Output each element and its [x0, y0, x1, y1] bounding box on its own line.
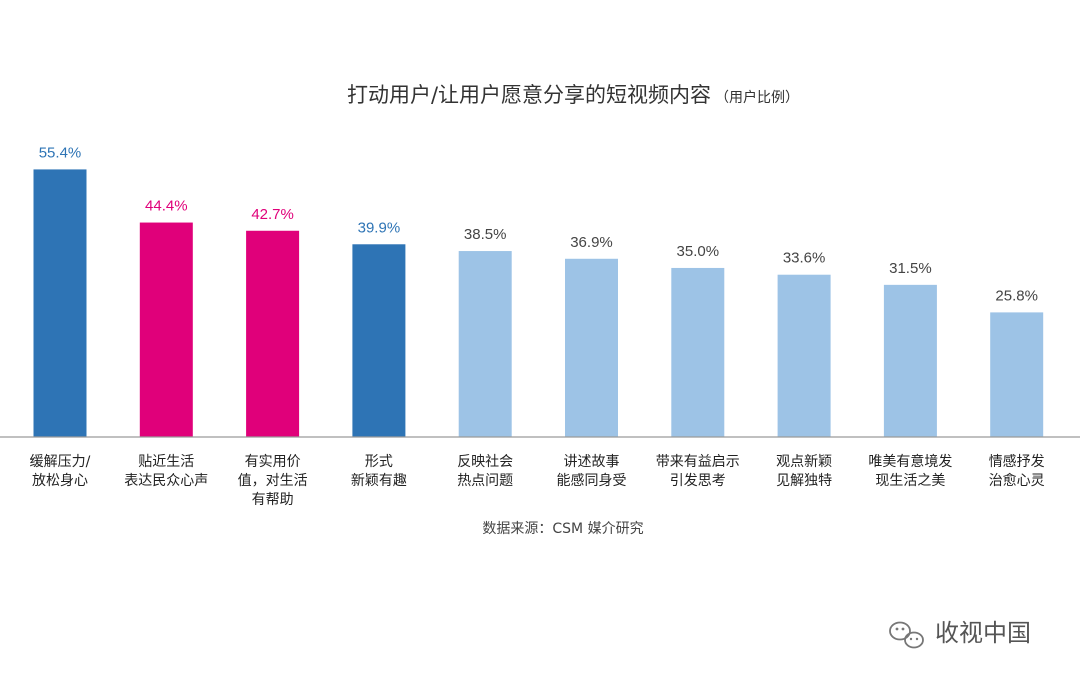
- category-label-line: 反映社会: [457, 454, 513, 470]
- value-label-2: 44.4%: [145, 198, 188, 215]
- value-label-7: 35.0%: [677, 243, 720, 260]
- bar-6: [565, 258, 618, 437]
- value-label-5: 38.5%: [464, 226, 507, 243]
- category-label-9: 唯美有意境发现生活之美: [868, 453, 952, 489]
- category-label-6: 讲述故事能感同身受: [557, 454, 627, 489]
- category-label-line: 治愈心灵: [989, 473, 1045, 489]
- category-label-line: 讲述故事: [564, 454, 620, 470]
- category-label-line: 缓解压力/: [30, 454, 91, 470]
- value-label-8: 33.6%: [783, 250, 826, 267]
- watermark-text: 收视中国: [935, 619, 1031, 647]
- category-label-line: 观点新颖: [776, 454, 832, 470]
- value-label-9: 31.5%: [889, 260, 932, 277]
- category-label-line: 新颖有趣: [351, 473, 407, 489]
- category-label-line: 带来有益启示: [656, 454, 740, 470]
- chart-title-text: 打动用户/让用户愿意分享的短视频内容: [347, 83, 711, 107]
- category-label-line: 形式: [365, 454, 393, 470]
- category-label-line: 热点问题: [457, 473, 513, 489]
- value-label-4: 39.9%: [358, 219, 401, 236]
- category-label-line: 放松身心: [32, 473, 88, 489]
- category-label-3: 有实用价值，对生活有帮助: [238, 454, 308, 508]
- value-label-10: 25.8%: [995, 287, 1038, 304]
- value-label-1: 55.4%: [39, 144, 82, 161]
- category-label-line: 有实用价: [245, 454, 301, 470]
- category-label-10: 情感抒发治愈心灵: [989, 453, 1045, 489]
- bar-10: [990, 312, 1044, 437]
- chart-title: 打动用户/让用户愿意分享的短视频内容 （用户比例）: [347, 83, 799, 107]
- category-label-4: 形式新颖有趣: [351, 454, 407, 489]
- category-label-line: 唯美有意境发: [868, 453, 952, 470]
- category-label-line: 值，对生活: [238, 473, 308, 489]
- category-label-line: 表达民众心声: [124, 473, 208, 489]
- bar-7: [671, 267, 725, 437]
- category-label-2: 贴近生活表达民众心声: [124, 454, 208, 489]
- bar-1: [33, 169, 87, 437]
- category-label-line: 情感抒发: [989, 453, 1045, 470]
- bar-5: [458, 251, 512, 437]
- bar-3: [246, 230, 300, 437]
- category-label-1: 缓解压力/放松身心: [30, 454, 91, 489]
- value-label-3: 42.7%: [251, 206, 294, 223]
- category-labels-group: 缓解压力/放松身心贴近生活表达民众心声有实用价值，对生活有帮助形式新颖有趣反映社…: [30, 453, 1045, 508]
- value-labels-group: 55.4% 44.4% 42.7% 39.9% 38.5% 36.9% 35.0% 33.6%…: [39, 144, 1038, 304]
- category-label-5: 反映社会热点问题: [457, 454, 513, 489]
- category-label-line: 引发思考: [670, 473, 726, 489]
- bar-8: [777, 274, 831, 437]
- bar-2: [139, 222, 193, 437]
- category-label-line: 见解独特: [776, 473, 832, 489]
- wechat-icon: [889, 621, 924, 649]
- category-label-7: 带来有益启示引发思考: [656, 454, 740, 489]
- category-label-line: 贴近生活: [138, 454, 194, 470]
- category-label-line: 现生活之美: [875, 473, 945, 489]
- category-label-line: 有帮助: [252, 492, 294, 508]
- category-label-8: 观点新颖见解独特: [776, 454, 832, 489]
- category-label-line: 能感同身受: [557, 472, 627, 489]
- bar-9: [883, 284, 937, 437]
- bar-4: [352, 244, 406, 437]
- chart-title-note: （用户比例）: [715, 89, 799, 106]
- bars-group: [33, 169, 1044, 437]
- source-note: 数据来源：CSM 媒介研究: [482, 521, 643, 537]
- value-label-6: 36.9%: [570, 234, 613, 251]
- watermark: 收视中国: [889, 619, 1031, 649]
